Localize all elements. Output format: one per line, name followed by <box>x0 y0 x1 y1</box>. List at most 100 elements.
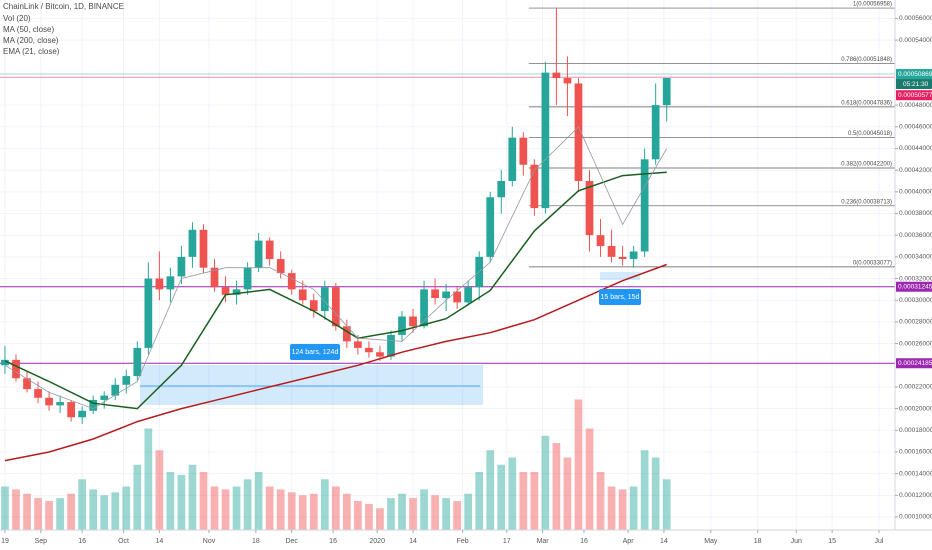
axes: 0.00010000 0.00012000 0.00014000 0.00016000… <box>1 15 932 545</box>
range-label: 15 bars, 15d <box>601 294 640 301</box>
volume-bar <box>287 492 296 530</box>
candle-body <box>453 291 462 303</box>
volume-bar <box>276 489 285 530</box>
price-label: 0.00050869 <box>898 71 932 78</box>
candle-body <box>177 256 186 277</box>
candle-body <box>464 287 473 303</box>
y-tick-label: 0.00012000 <box>899 492 932 499</box>
candle-body <box>100 395 109 400</box>
candle-body <box>409 316 417 327</box>
candle-body <box>34 389 42 398</box>
fib-label: 1(0.00056958) <box>853 2 892 8</box>
candle-body <box>552 72 561 79</box>
countdown: 05:21:30 <box>903 81 929 88</box>
x-tick-label: May <box>704 538 718 545</box>
candle-body <box>78 410 87 418</box>
volume-bar <box>464 493 473 530</box>
volume-bar <box>254 472 263 530</box>
y-tick-label: 0.00054000 <box>899 37 932 44</box>
candle-body <box>607 246 616 257</box>
volume-bar <box>78 479 87 530</box>
volume-bar <box>133 464 142 530</box>
legend-item: EMA (21, close) <box>3 47 60 56</box>
volume-bar <box>607 486 616 530</box>
x-tick-label: 17 <box>503 538 511 545</box>
volume-bar <box>45 501 53 530</box>
candle-body <box>640 159 649 252</box>
volume-bar <box>398 493 406 530</box>
volume-bar <box>563 457 572 530</box>
volume-bar <box>34 498 42 530</box>
volume-bar <box>265 486 274 530</box>
x-tick-label: Jul <box>875 538 884 545</box>
y-tick-label: 0.00032000 <box>899 275 932 282</box>
candle-body <box>343 326 351 342</box>
indicator-line <box>4 263 667 462</box>
candle-body <box>442 291 450 299</box>
y-tick-label: 0.00040000 <box>899 189 932 196</box>
volume-bar <box>376 508 384 530</box>
volume-bar <box>475 472 484 530</box>
price-labels: 0.00031245 0.00024185 0.00050869 0.00050577… <box>896 69 932 369</box>
volume-bar <box>199 472 208 530</box>
fib-label: 0.618(0.00047836) <box>841 100 892 106</box>
candle-body <box>155 278 164 290</box>
volume-bar <box>629 486 638 530</box>
x-tick-label: 14 <box>409 538 417 545</box>
volume-bar <box>530 472 539 530</box>
candle-body <box>243 267 252 290</box>
volume-bar <box>541 435 550 530</box>
range-label: 124 bars, 124d <box>292 349 339 356</box>
x-tick-label: Oct <box>118 538 129 545</box>
x-tick-label: Apr <box>623 538 635 545</box>
volume-bar <box>210 486 219 530</box>
price-label: 0.00031245 <box>898 283 932 290</box>
x-tick-label: Dec <box>285 538 298 545</box>
candle-body <box>232 289 241 295</box>
candle-body <box>387 334 395 357</box>
x-tick-label: 16 <box>78 538 86 545</box>
plot-area: 1(0.00056958) 0.786(0.00051848) 0.618(0.00… <box>0 2 895 530</box>
volume-bar <box>420 489 428 530</box>
price-label-box <box>896 281 932 292</box>
x-tick-label: 16 <box>329 538 337 545</box>
candle-body <box>67 402 75 418</box>
candle-body <box>12 359 20 379</box>
candle-body <box>56 402 64 406</box>
candle-body <box>497 181 506 198</box>
y-tick-label: 0.00018000 <box>899 427 932 434</box>
x-tick-label: 2020 <box>369 538 385 545</box>
y-tick-label: 0.00030000 <box>899 297 932 304</box>
volume-bar <box>155 450 164 530</box>
y-tick-label: 0.00026000 <box>899 340 932 347</box>
x-tick-label: Mar <box>537 538 550 545</box>
candle-body <box>199 229 208 268</box>
price-label: 0.00050577 <box>898 92 932 99</box>
candle-body <box>287 273 296 290</box>
y-tick-label: 0.00038000 <box>899 210 932 217</box>
y-tick-label: 0.00028000 <box>899 319 932 326</box>
y-tick-label: 0.00034000 <box>899 254 932 261</box>
y-tick-label: 0.00042000 <box>899 167 932 174</box>
volume-bar <box>298 495 307 530</box>
candle-body <box>563 78 572 84</box>
candle-body <box>188 229 197 257</box>
candle-body <box>618 256 627 260</box>
candle-body <box>365 347 373 353</box>
x-tick-label: Nov <box>203 538 216 545</box>
x-tick-label: Sep <box>35 538 48 545</box>
candle-body <box>265 240 274 260</box>
volume-bar <box>100 495 109 530</box>
price-label-box <box>896 358 932 369</box>
fib-label: 0.5(0.00045018) <box>848 131 892 137</box>
volume-bar <box>508 457 517 530</box>
chart-title: ChainLink / Bitcoin, 1D, BINANCE <box>3 2 124 11</box>
x-tick-label: Feb <box>457 538 469 545</box>
y-tick-label: 0.00036000 <box>899 232 932 239</box>
volume-bar <box>552 443 561 530</box>
fib-label: 0(0.00033077) <box>853 260 892 266</box>
volume-bar <box>56 498 64 530</box>
y-tick-label: 0.00020000 <box>899 405 932 412</box>
